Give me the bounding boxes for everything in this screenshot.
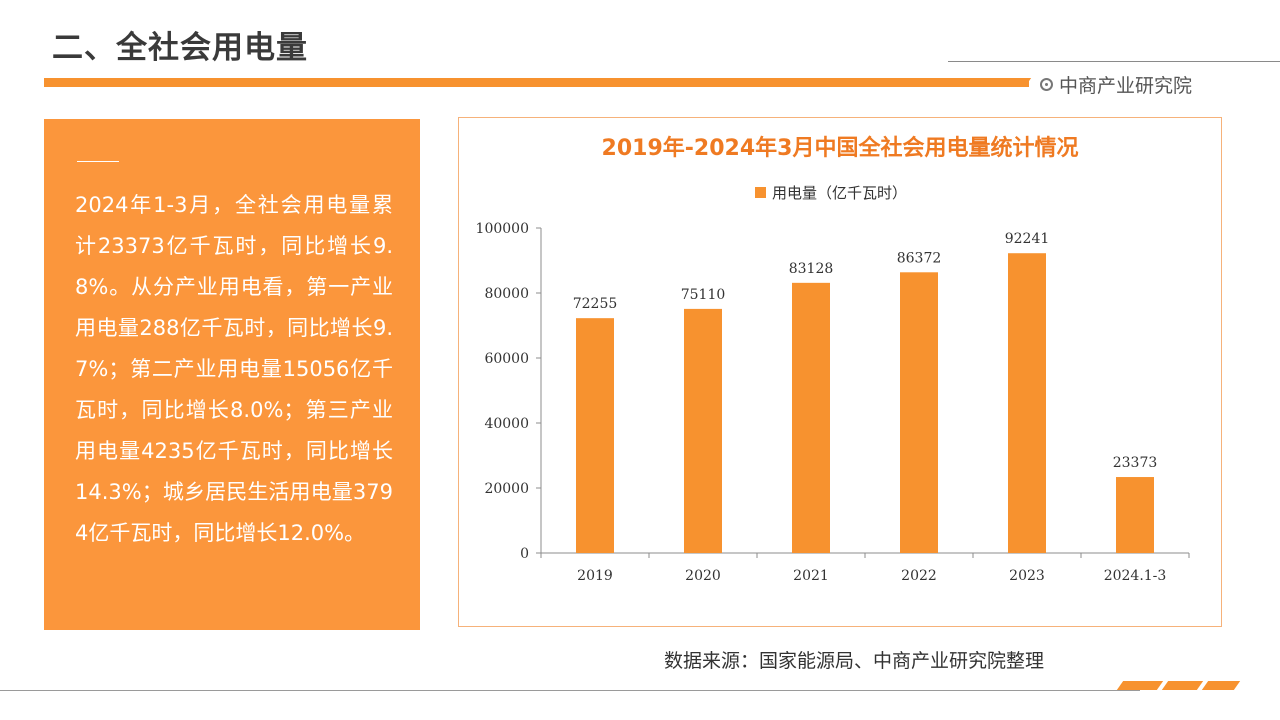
- bar: [900, 272, 938, 553]
- header-accent-bar: [44, 78, 1029, 87]
- footer-stripe: [1116, 681, 1164, 690]
- x-tick-label: 2019: [577, 568, 613, 584]
- y-tick-label: 0: [520, 546, 529, 562]
- footer-stripe: [1161, 681, 1204, 690]
- bar-chart: 0 20000 40000 60000 80000 100000 72255 2019 7511…: [476, 221, 1190, 584]
- summary-divider: [77, 161, 119, 162]
- footer-divider: [0, 690, 1140, 691]
- bar-value-label: 83128: [789, 261, 834, 277]
- bar-value-label: 23373: [1113, 455, 1158, 471]
- legend-swatch: [755, 187, 766, 198]
- chart-legend: 用电量（亿千瓦时）: [755, 182, 907, 203]
- bar: [792, 282, 830, 553]
- y-tick-label: 100000: [476, 221, 529, 237]
- brand-logo: 中商产业研究院: [1040, 71, 1192, 98]
- bar: [576, 318, 614, 553]
- x-tick-label: 2023: [1009, 568, 1045, 584]
- x-tick-label: 2022: [901, 568, 937, 584]
- summary-text: 2024年1-3月，全社会用电量累计23373亿千瓦时，同比增长9.8%。从分产…: [75, 193, 393, 545]
- chart-panel: 2019年-2024年3月中国全社会用电量统计情况 用电量（亿千瓦时） 0 200…: [458, 117, 1222, 627]
- page-title: 二、全社会用电量: [52, 30, 308, 66]
- header-divider: [948, 61, 1280, 62]
- summary-panel: 2024年1-3月，全社会用电量累计23373亿千瓦时，同比增长9.8%。从分产…: [44, 119, 420, 630]
- y-tick-label: 40000: [484, 416, 529, 432]
- target-circle-icon: [1040, 78, 1053, 91]
- bar: [1008, 253, 1046, 554]
- x-tick-label: 2024.1-3: [1104, 568, 1167, 584]
- bar-value-label: 92241: [1005, 231, 1050, 247]
- bar: [684, 308, 722, 553]
- bar-value-label: 86372: [897, 250, 942, 266]
- bar-value-label: 72255: [573, 296, 618, 312]
- bar-value-label: 75110: [681, 287, 726, 303]
- chart-title: 2019年-2024年3月中国全社会用电量统计情况: [601, 136, 1079, 161]
- footer-stripe: [1201, 681, 1241, 690]
- y-tick-label: 60000: [484, 351, 529, 367]
- data-source: 数据来源：国家能源局、中商产业研究院整理: [664, 650, 1045, 672]
- x-tick-label: 2021: [793, 568, 829, 584]
- y-tick-label: 20000: [484, 481, 529, 497]
- brand-name: 中商产业研究院: [1059, 75, 1193, 97]
- bar: [1116, 477, 1154, 553]
- y-tick-label: 80000: [484, 286, 529, 302]
- x-tick-label: 2020: [685, 568, 721, 584]
- legend-label: 用电量（亿千瓦时）: [772, 184, 908, 202]
